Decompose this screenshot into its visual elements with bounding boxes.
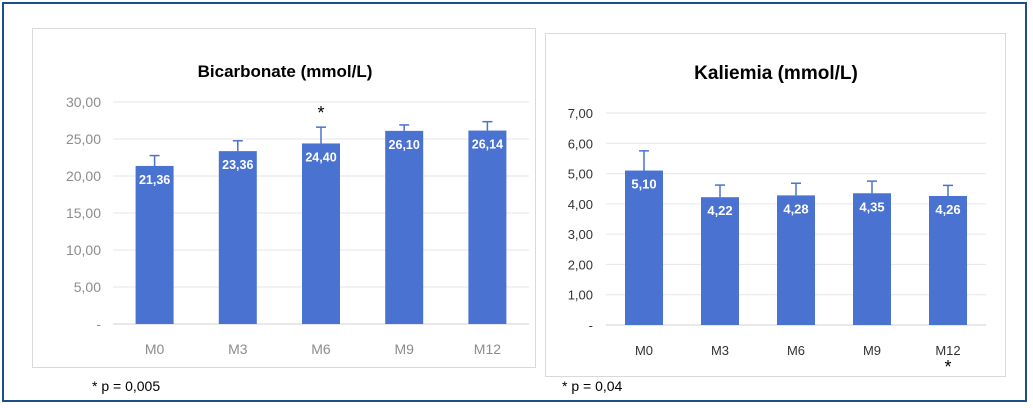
kaliemia-value-label: 4,22 xyxy=(707,203,732,218)
kaliemia-bar-m12 xyxy=(929,195,967,325)
kaliemia-category-label: M12 xyxy=(935,343,960,358)
bicarbonate-bar-m9 xyxy=(385,130,424,324)
kaliemia-y-tick-label: - xyxy=(589,318,593,333)
bicarbonate-value-label: 26,10 xyxy=(389,138,420,152)
bicarbonate-value-label: 23,36 xyxy=(222,158,253,172)
bicarbonate-y-tick-label: 15,00 xyxy=(66,205,101,221)
kaliemia-y-tick-label: 1,00 xyxy=(568,288,593,303)
kaliemia-value-label: 4,35 xyxy=(859,199,884,214)
bicarbonate-y-tick-label: - xyxy=(96,316,101,332)
kaliemia-value-label: 4,26 xyxy=(935,202,960,217)
kaliemia-y-tick-label: 2,00 xyxy=(568,257,593,272)
bicarbonate-bar-m12 xyxy=(468,130,507,324)
kaliemia-y-tick-label: 6,00 xyxy=(568,136,593,151)
bicarbonate-chart-panel: Bicarbonate (mmol/L) - 5,00 10,00 15,00 20,00… xyxy=(32,28,536,368)
bicarbonate-footnote: * p = 0,005 xyxy=(92,378,161,394)
kaliemia-bar-m3 xyxy=(701,197,739,325)
bicarbonate-chart-title: Bicarbonate (mmol/L) xyxy=(198,62,373,81)
kaliemia-chart-title: Kaliemia (mmol/L) xyxy=(694,63,858,84)
bicarbonate-y-tick-label: 30,00 xyxy=(66,94,101,110)
bicarbonate-y-tick-label: 10,00 xyxy=(66,242,101,258)
kaliemia-value-label: 4,28 xyxy=(783,201,808,216)
bicarbonate-value-label: 24,40 xyxy=(305,150,336,164)
bicarbonate-value-label: 21,36 xyxy=(139,173,170,187)
kaliemia-chart-panel: Kaliemia (mmol/L) - 1,00 2,00 3,00 4,00 5,00 6,… xyxy=(545,33,1006,377)
bicarbonate-bar-m3 xyxy=(218,151,257,324)
kaliemia-chart: Kaliemia (mmol/L) - 1,00 2,00 3,00 4,00 5,00 6,… xyxy=(568,63,986,377)
kaliemia-category-label: M9 xyxy=(863,343,881,358)
bicarbonate-chart: Bicarbonate (mmol/L) - 5,00 10,00 15,00 20,00… xyxy=(66,62,529,357)
kaliemia-category-label: M0 xyxy=(635,343,653,358)
bicarbonate-category-label: M12 xyxy=(474,341,501,357)
bicarbonate-category-label: M9 xyxy=(394,341,414,357)
bicarbonate-bar-m0 xyxy=(135,165,174,324)
kaliemia-significance-marker: * xyxy=(944,357,951,377)
kaliemia-y-tick-label: 5,00 xyxy=(568,167,593,182)
kaliemia-y-tick-label: 7,00 xyxy=(568,106,593,121)
kaliemia-y-tick-label: 3,00 xyxy=(568,227,593,242)
kaliemia-value-label: 5,10 xyxy=(631,177,656,192)
kaliemia-category-label: M6 xyxy=(787,343,805,358)
bicarbonate-value-label: 26,14 xyxy=(472,138,503,152)
bicarbonate-y-tick-label: 20,00 xyxy=(66,168,101,184)
bicarbonate-category-label: M3 xyxy=(228,341,248,357)
bicarbonate-bar-m6 xyxy=(302,143,340,324)
bicarbonate-category-label: M0 xyxy=(145,341,165,357)
kaliemia-y-tick-label: 4,00 xyxy=(568,197,593,212)
kaliemia-bar-m0 xyxy=(625,170,663,325)
bicarbonate-category-label: M6 xyxy=(311,341,331,357)
kaliemia-bar-m6 xyxy=(777,195,815,325)
kaliemia-category-label: M3 xyxy=(711,343,729,358)
bicarbonate-significance-marker: * xyxy=(317,103,324,123)
kaliemia-footnote: * p = 0,04 xyxy=(562,378,623,394)
bicarbonate-y-tick-label: 25,00 xyxy=(66,131,101,147)
kaliemia-bar-m9 xyxy=(853,193,891,325)
bicarbonate-y-tick-label: 5,00 xyxy=(74,279,101,295)
